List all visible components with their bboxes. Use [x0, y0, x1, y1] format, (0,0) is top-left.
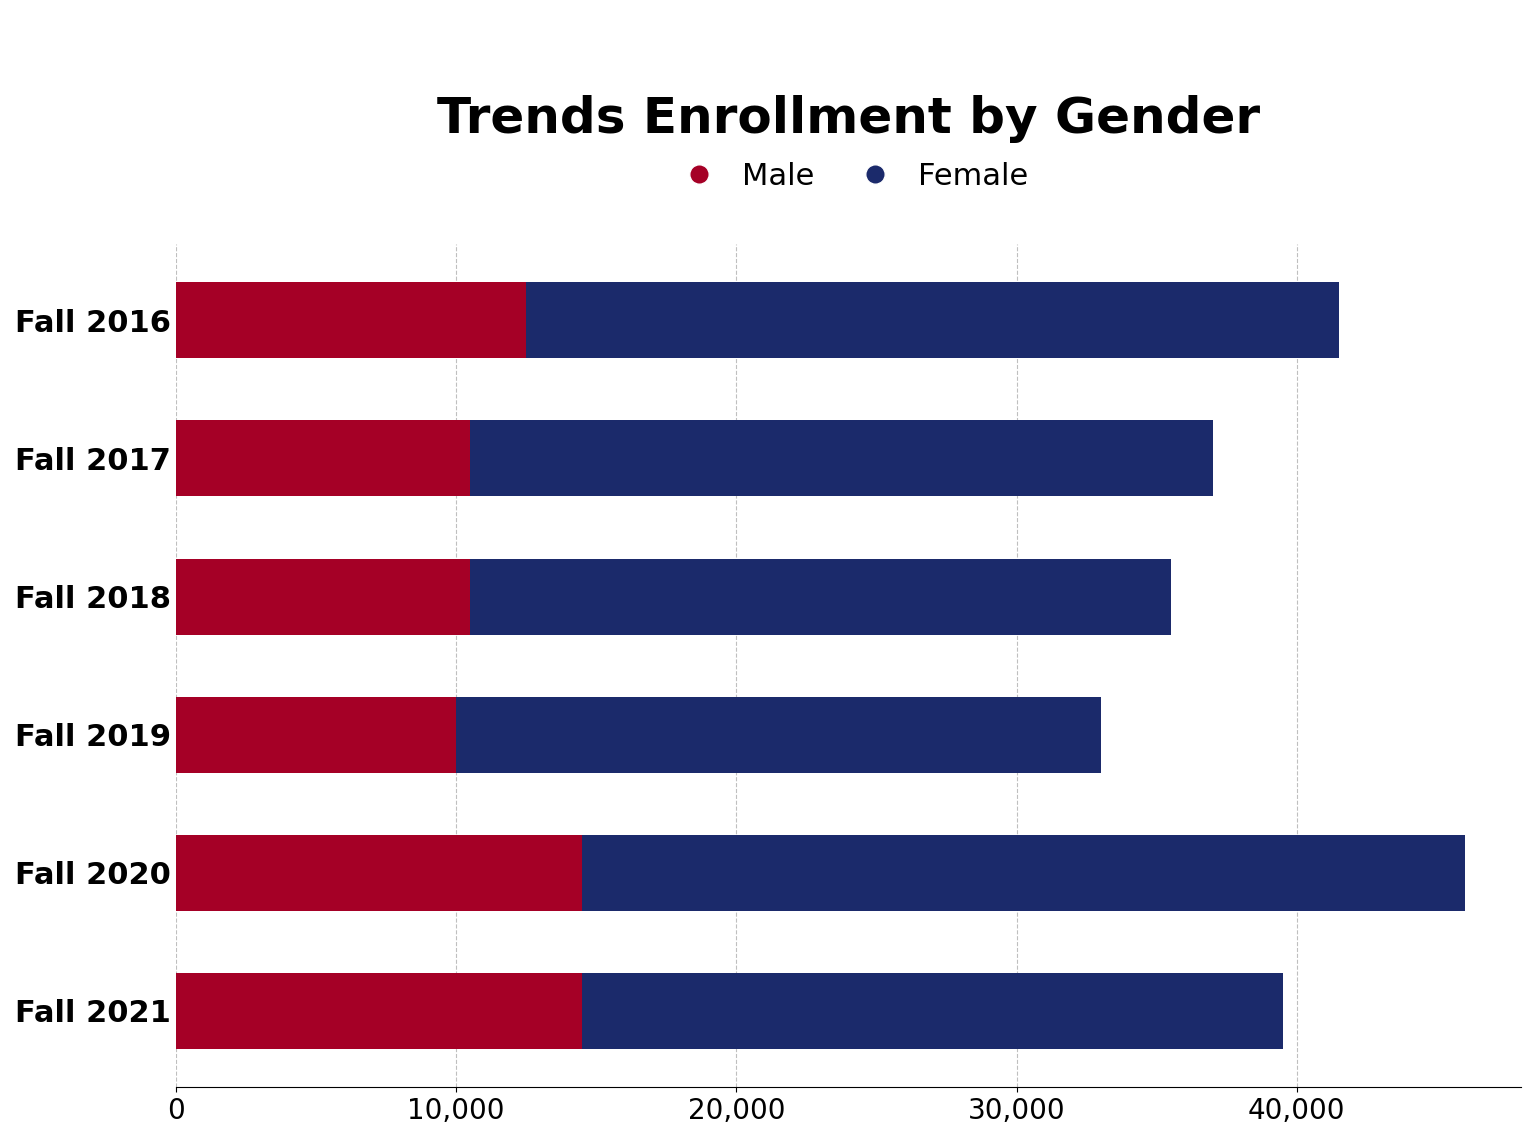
Title: Trends Enrollment by Gender: Trends Enrollment by Gender — [436, 95, 1260, 142]
Legend: Male, Female: Male, Female — [656, 149, 1040, 203]
Bar — [177, 559, 470, 635]
Bar — [177, 834, 582, 911]
Bar — [582, 834, 1465, 911]
Bar — [527, 283, 1339, 358]
Bar — [470, 421, 1213, 496]
Bar — [582, 972, 1283, 1049]
Bar — [177, 421, 470, 496]
Bar — [177, 697, 456, 773]
Bar — [470, 559, 1170, 635]
Bar — [177, 972, 582, 1049]
Bar — [456, 697, 1101, 773]
Bar — [177, 283, 527, 358]
